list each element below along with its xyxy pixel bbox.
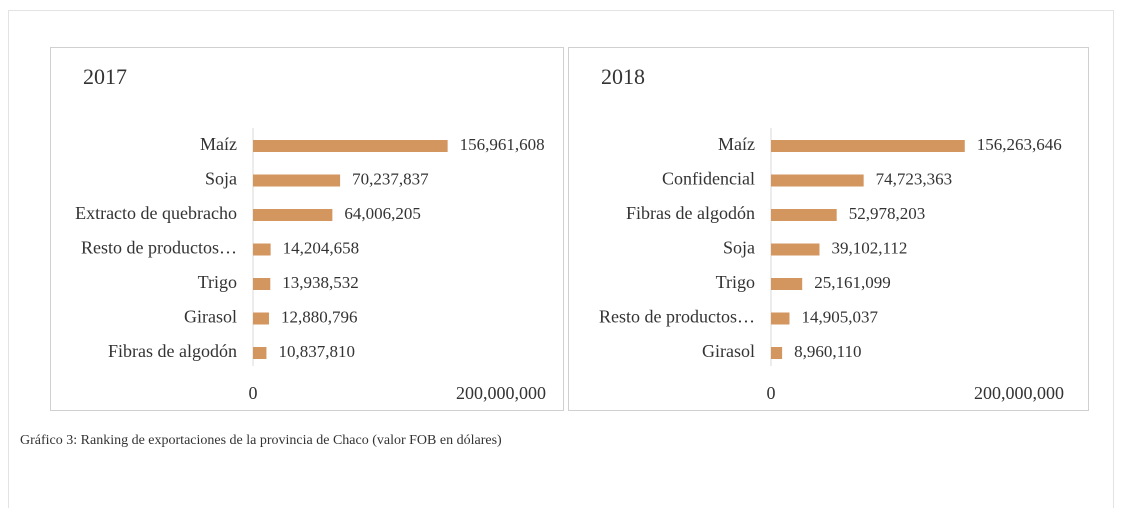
category-label: Resto de productos… <box>599 307 755 327</box>
bar <box>253 140 448 152</box>
value-label: 52,978,203 <box>849 204 926 223</box>
category-label: Extracto de quebracho <box>75 203 237 223</box>
chart-frame <box>50 47 564 411</box>
value-label: 156,961,608 <box>460 135 545 154</box>
value-label: 8,960,110 <box>794 342 861 361</box>
value-label: 13,938,532 <box>282 273 359 292</box>
category-label: Resto de productos… <box>81 238 237 258</box>
chart-title: 2018 <box>601 64 645 89</box>
category-label: Girasol <box>702 341 755 361</box>
category-label: Trigo <box>198 272 237 292</box>
category-label: Maíz <box>718 134 755 154</box>
bar <box>771 312 790 325</box>
bar <box>253 209 333 221</box>
value-label: 14,905,037 <box>801 307 878 326</box>
category-label: Fibras de algodón <box>108 341 237 361</box>
bar <box>771 243 820 256</box>
value-label: 39,102,112 <box>831 238 907 257</box>
value-label: 64,006,205 <box>344 204 421 223</box>
value-label: 70,237,837 <box>352 169 429 188</box>
page-border <box>8 10 1114 513</box>
category-label: Soja <box>723 238 755 258</box>
caption: Gráfico 3: Ranking de exportaciones de l… <box>20 433 502 448</box>
bar <box>771 209 837 221</box>
bar <box>771 347 783 359</box>
chart-frame <box>568 47 1089 411</box>
value-label: 74,723,363 <box>876 169 953 188</box>
bar <box>253 278 271 290</box>
category-label: Trigo <box>716 272 755 292</box>
category-label: Confidencial <box>662 169 755 189</box>
category-label: Fibras de algodón <box>626 203 755 223</box>
value-label: 14,204,658 <box>283 238 360 257</box>
bar <box>253 174 341 187</box>
value-label: 12,880,796 <box>281 307 358 326</box>
category-label: Soja <box>205 169 237 189</box>
bar <box>771 174 864 187</box>
bar <box>253 347 267 359</box>
chart-title: 2017 <box>83 64 127 89</box>
x-tick-label: 200,000,000 <box>456 383 546 403</box>
value-label: 156,263,646 <box>977 135 1062 154</box>
category-label: Maíz <box>200 134 237 154</box>
value-label: 10,837,810 <box>278 342 355 361</box>
x-tick-label: 0 <box>767 383 776 403</box>
x-tick-label: 0 <box>249 383 258 403</box>
x-tick-label: 200,000,000 <box>974 383 1064 403</box>
bar <box>771 140 965 152</box>
value-label: 25,161,099 <box>814 273 891 292</box>
bar <box>253 243 271 256</box>
bar <box>771 278 803 290</box>
category-label: Girasol <box>184 307 237 327</box>
bar <box>253 312 269 325</box>
